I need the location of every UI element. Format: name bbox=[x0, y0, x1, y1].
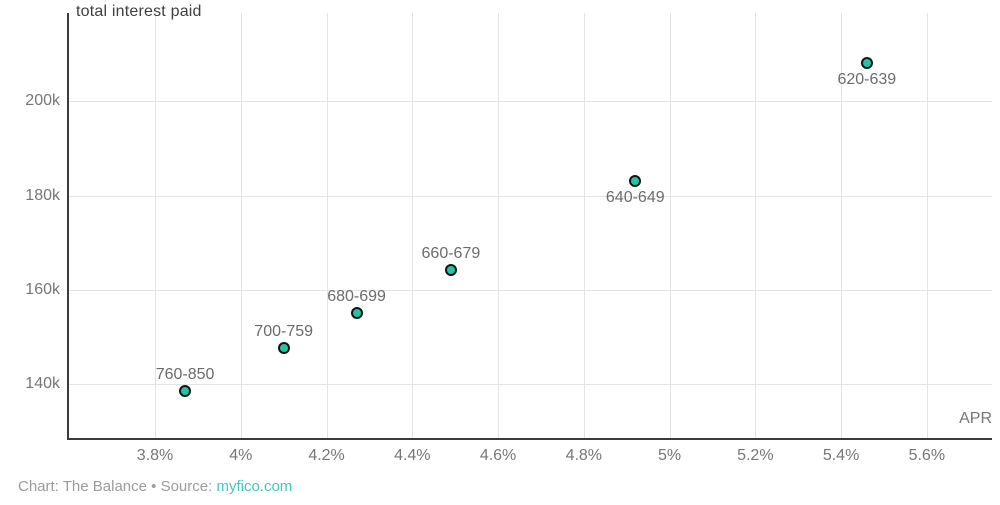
gridline-horizontal bbox=[68, 289, 992, 291]
gridline-vertical bbox=[412, 13, 414, 439]
gridline-vertical bbox=[583, 13, 585, 439]
gridline-vertical bbox=[498, 13, 500, 439]
y-tick-label: 200k bbox=[25, 92, 60, 110]
data-point-label: 680-699 bbox=[327, 287, 386, 305]
y-tick-label: 160k bbox=[25, 280, 60, 298]
x-tick-label: 4.2% bbox=[308, 447, 345, 464]
chart-footer: Chart: The Balance • Source: myfico.com bbox=[18, 478, 292, 495]
source-link[interactable]: myfico.com bbox=[216, 478, 293, 495]
gridline-horizontal bbox=[68, 384, 992, 386]
gridline-vertical bbox=[841, 13, 843, 439]
x-tick-label: 4.8% bbox=[565, 447, 603, 464]
data-point-label: 760-850 bbox=[155, 366, 215, 384]
data-point-label: 640-649 bbox=[605, 189, 665, 207]
data-point-marker bbox=[179, 385, 192, 398]
gridline-vertical bbox=[755, 13, 757, 439]
x-tick-label: 5.2% bbox=[737, 447, 774, 464]
data-point-marker bbox=[444, 263, 457, 276]
plot-area: 760-850 700-759 680-699 660-679 640-649 620-6… bbox=[68, 13, 992, 439]
data-point-label: 660-679 bbox=[421, 244, 481, 262]
gridline-vertical bbox=[240, 13, 242, 439]
gridline-horizontal bbox=[68, 195, 992, 197]
x-tick-label: 4.6% bbox=[479, 447, 517, 464]
data-point-marker bbox=[629, 175, 642, 188]
gridline-vertical bbox=[326, 13, 328, 439]
gridline-horizontal bbox=[68, 101, 992, 103]
gridline-vertical bbox=[155, 13, 157, 439]
footer-source-prefix: Source: bbox=[160, 478, 213, 495]
y-axis-line bbox=[67, 13, 69, 440]
x-tick-label: 3.8% bbox=[136, 447, 174, 464]
x-tick-label: 4% bbox=[229, 447, 253, 464]
y-tick-label: 140k bbox=[25, 375, 60, 393]
data-point-marker bbox=[277, 342, 290, 355]
footer-credit: Chart: The Balance bbox=[18, 478, 147, 495]
data-point-marker bbox=[350, 306, 363, 319]
y-tick-label: 180k bbox=[25, 186, 60, 204]
x-tick-label: 5% bbox=[658, 447, 682, 464]
x-axis-line bbox=[67, 438, 992, 440]
gridline-vertical bbox=[669, 13, 671, 439]
x-tick-label: 5.4% bbox=[822, 447, 860, 464]
chart-title: total interest paid bbox=[76, 3, 202, 20]
x-tick-label: 4.4% bbox=[394, 447, 431, 464]
footer-separator: • bbox=[151, 478, 157, 495]
x-tick-label: 5.6% bbox=[908, 447, 946, 464]
data-point-label: 620-639 bbox=[837, 71, 897, 89]
data-point-label: 700-759 bbox=[254, 323, 314, 341]
data-point-marker bbox=[860, 57, 873, 70]
gridline-vertical bbox=[926, 13, 928, 439]
x-axis-title: APR bbox=[959, 410, 992, 427]
